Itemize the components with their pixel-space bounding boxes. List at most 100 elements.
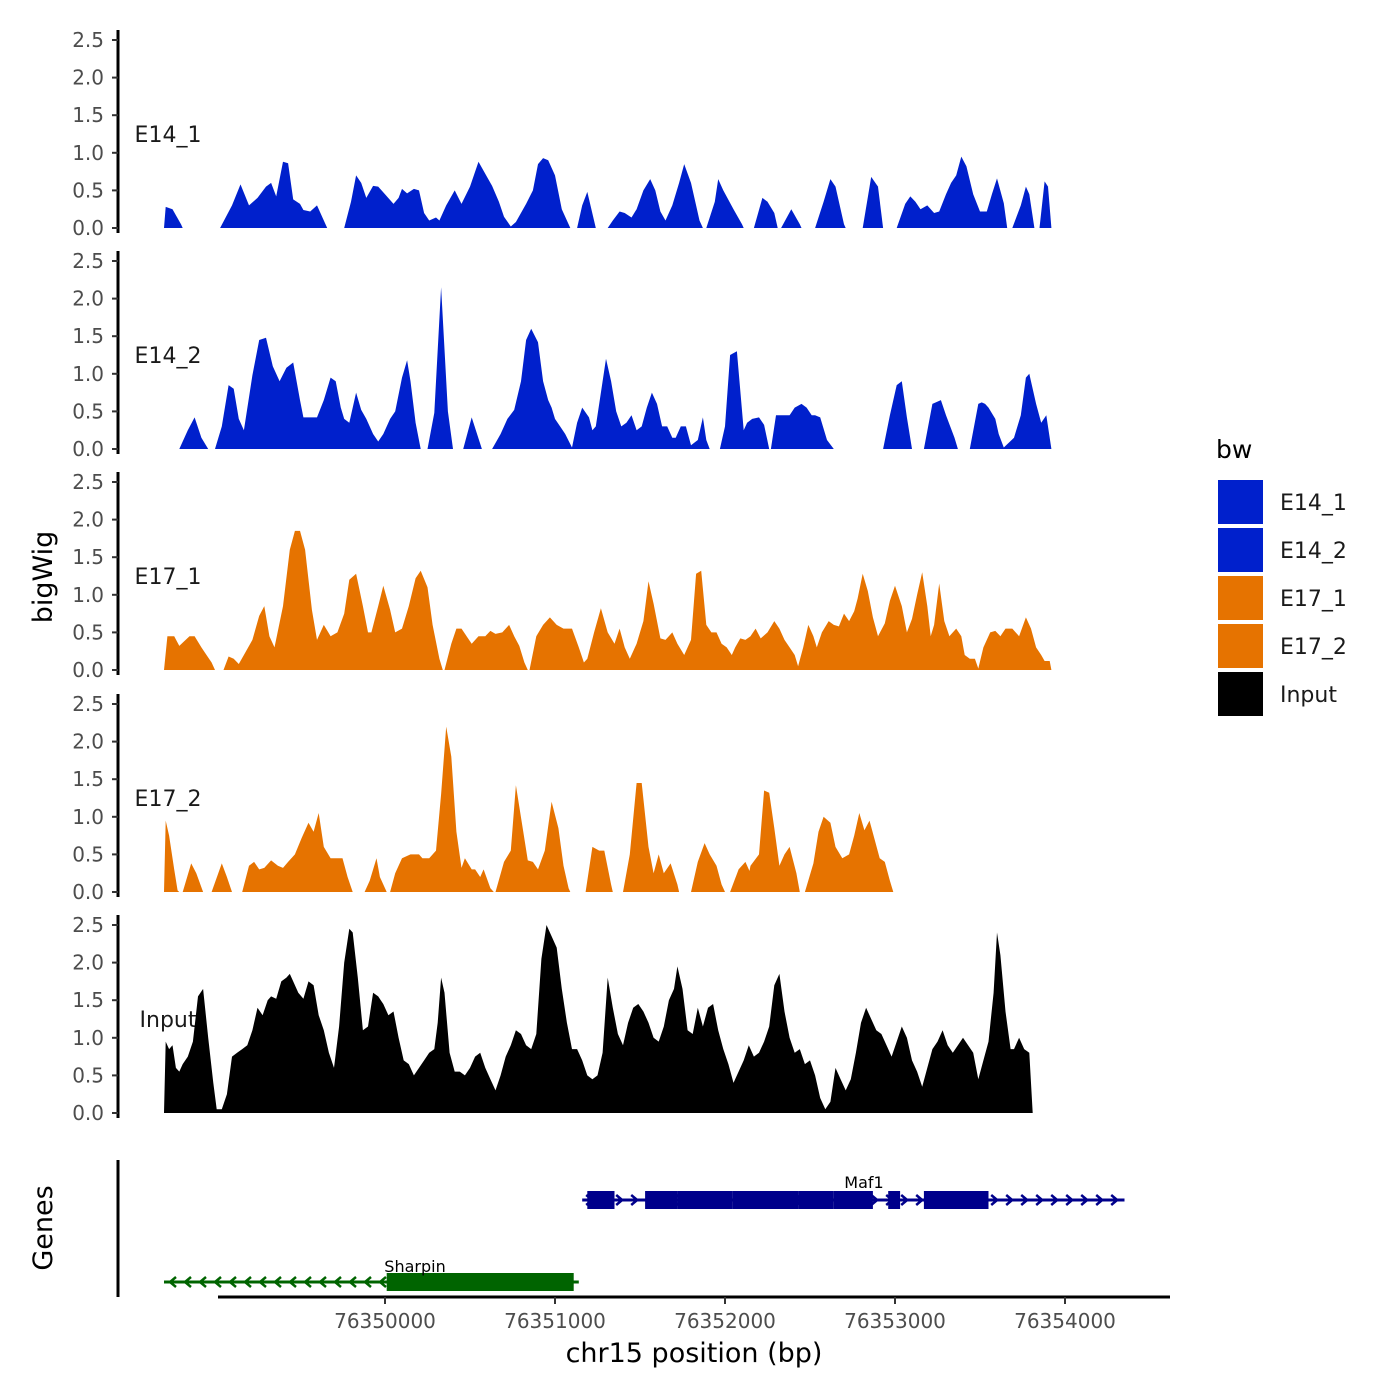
- legend-item-e14_2: E14_2: [1218, 528, 1347, 572]
- genes-track: Maf1 Sharpin: [116, 1160, 1125, 1297]
- x-tick-label: 76354000: [1014, 1309, 1116, 1333]
- legend-item-input: Input: [1218, 672, 1337, 716]
- signal-area-e14_1: [607, 164, 703, 228]
- track-e17_2: 0.0 0.5 1.0 1.5 2.0 2.5 E17_2: [72, 692, 894, 904]
- y-tick-label: 1.0: [72, 1026, 104, 1050]
- legend-label: E14_1: [1280, 491, 1347, 516]
- track-label: E14_2: [135, 344, 202, 369]
- signal-area-e17_2: [585, 846, 613, 892]
- strand-arrow: [1005, 1194, 1015, 1206]
- strand-arrow: [870, 1194, 880, 1206]
- y-tick-label: 2.5: [72, 470, 104, 494]
- y-tick-label: 0.5: [72, 178, 104, 202]
- signal-area-e14_1: [1012, 186, 1035, 228]
- y-tick-label: 0.5: [72, 620, 104, 644]
- signal-area-e14_1: [706, 179, 744, 228]
- strand-arrow: [363, 1276, 372, 1288]
- signal-area-e14_1: [344, 158, 571, 228]
- genes-axis-title: Genes: [28, 1185, 59, 1270]
- strand-arrow: [198, 1276, 207, 1288]
- strand-arrow: [378, 1276, 387, 1288]
- signal-area-e17_2: [745, 790, 800, 892]
- y-tick-label: 2.5: [72, 913, 104, 937]
- strand-arrow: [630, 1194, 640, 1206]
- y-tick-label: 2.0: [72, 66, 104, 90]
- x-tick-label: 76351000: [504, 1309, 606, 1333]
- strand-arrow: [615, 1194, 625, 1206]
- gene-exon: [798, 1191, 834, 1209]
- signal-area-e14_1: [781, 209, 802, 228]
- legend-label: Input: [1280, 683, 1337, 708]
- strand-arrow: [1020, 1194, 1030, 1206]
- signal-area-e14_1: [815, 179, 846, 228]
- signal-area-e14_2: [969, 373, 1052, 449]
- y-tick-label: 1.5: [72, 324, 104, 348]
- y-tick-label: 0.5: [72, 399, 104, 423]
- strand-arrow: [258, 1276, 267, 1288]
- signal-area-e14_2: [215, 337, 421, 449]
- track-e17_1: 0.0 0.5 1.0 1.5 2.0 2.5 E17_1: [72, 470, 1052, 682]
- signal-area-e17_2: [242, 813, 353, 892]
- y-tick-label: 0.0: [72, 880, 104, 904]
- strand-arrow: [915, 1194, 925, 1206]
- y-tick-label: 0.0: [72, 1101, 104, 1125]
- signal-area-e17_2: [691, 843, 725, 892]
- signal-area-e17_2: [211, 863, 232, 892]
- signal-area-e17_1: [444, 624, 528, 670]
- track-e14_1: 0.0 0.5 1.0 1.5 2.0 2.5 E14_1: [72, 28, 1052, 240]
- legend-item-e17_2: E17_2: [1218, 624, 1347, 668]
- signal-area-e17_2: [495, 785, 571, 892]
- signal-area-e17_1: [223, 530, 443, 670]
- signal-area-e17_2: [623, 783, 680, 892]
- legend-item-e14_1: E14_1: [1218, 480, 1347, 524]
- gene-label: Maf1: [844, 1173, 883, 1192]
- strand-arrow: [273, 1276, 282, 1288]
- signal-area-e14_2: [492, 328, 710, 449]
- strand-arrow: [900, 1194, 910, 1206]
- strand-arrow: [1035, 1194, 1045, 1206]
- signal-tracks: 0.0 0.5 1.0 1.5 2.0 2.5 E14_1 0.0 0.5 1.0 1.5 2.0 2.…: [72, 28, 1052, 1125]
- legend: bw E14_1 E14_2 E17_1 E17_2 Input: [1216, 435, 1347, 716]
- gene-exon: [587, 1191, 615, 1209]
- y-tick-label: 1.0: [72, 805, 104, 829]
- legend-item-e17_1: E17_1: [1218, 576, 1347, 620]
- gene-exon: [923, 1191, 989, 1209]
- signal-area-e17_2: [164, 820, 180, 892]
- x-axis: 76350000 76351000 76352000 76353000 76354000: [218, 1295, 1170, 1333]
- strand-arrow: [1080, 1194, 1090, 1206]
- gene-exon: [833, 1191, 873, 1209]
- y-tick-label: 1.5: [72, 545, 104, 569]
- signal-area-e14_2: [923, 400, 958, 449]
- track-label: E17_1: [135, 565, 202, 590]
- signal-area-e14_2: [883, 381, 912, 449]
- y-tick-label: 2.5: [72, 692, 104, 716]
- y-tick-label: 0.0: [72, 216, 104, 240]
- signal-area-e14_1: [1039, 181, 1052, 228]
- strand-arrow: [183, 1276, 192, 1288]
- y-tick-label: 2.0: [72, 730, 104, 754]
- signal-area-e14_2: [719, 351, 770, 449]
- y-tick-label: 0.0: [72, 437, 104, 461]
- signal-area-e14_2: [770, 403, 834, 449]
- legend-label: E14_2: [1280, 539, 1347, 564]
- signal-area-e14_2: [427, 287, 453, 449]
- y-tick-label: 1.5: [72, 988, 104, 1012]
- track-label: E17_2: [135, 787, 202, 812]
- signal-area-e17_1: [529, 570, 1052, 670]
- y-tick-label: 1.5: [72, 103, 104, 127]
- signal-area-e14_2: [463, 417, 482, 449]
- signal-area-e17_2: [804, 813, 894, 892]
- y-tick-label: 1.0: [72, 141, 104, 165]
- legend-swatch: [1218, 528, 1263, 572]
- x-axis-title: chr15 position (bp): [566, 1338, 823, 1369]
- legend-label: E17_2: [1280, 635, 1347, 660]
- legend-swatch: [1218, 672, 1263, 716]
- gene-exon: [677, 1191, 733, 1209]
- gene-maf1: Maf1: [582, 1173, 1125, 1209]
- y-tick-label: 2.5: [72, 249, 104, 273]
- strand-arrow: [228, 1276, 237, 1288]
- signal-area-e17_2: [390, 726, 494, 892]
- gene-exon: [386, 1273, 574, 1291]
- strand-arrow: [348, 1276, 357, 1288]
